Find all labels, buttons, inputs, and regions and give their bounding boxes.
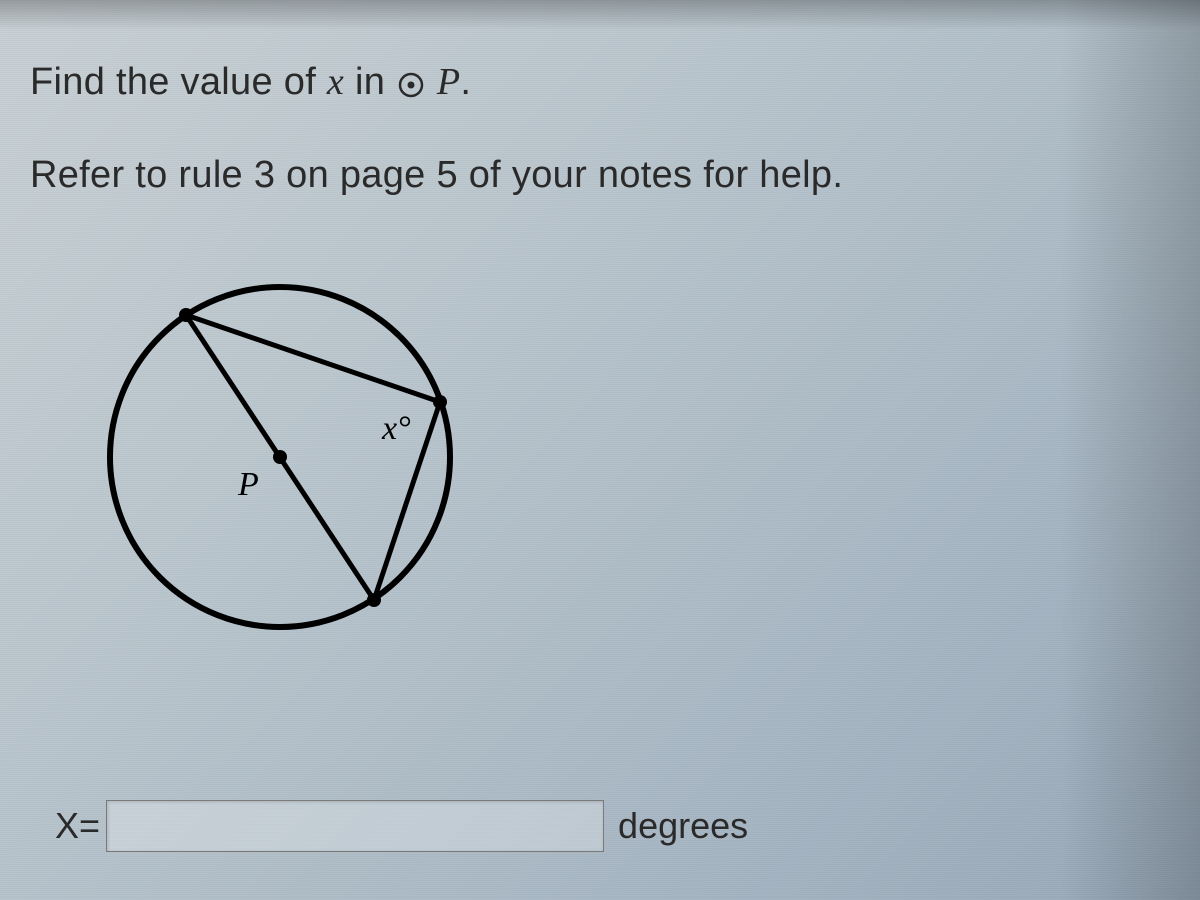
angle-label: x° bbox=[381, 410, 411, 447]
line1-prefix: Find the value of bbox=[30, 61, 327, 103]
circle-diagram: P x° bbox=[70, 247, 510, 687]
question-line-1: Find the value of x in P. bbox=[30, 60, 1170, 106]
answer-input[interactable] bbox=[106, 800, 604, 852]
vertex-a-dot bbox=[179, 308, 193, 322]
chord-ab bbox=[186, 315, 440, 402]
vertex-c-dot bbox=[367, 593, 381, 607]
line1-suffix: . bbox=[460, 61, 471, 103]
answer-unit: degrees bbox=[618, 805, 748, 847]
vertex-b-dot bbox=[433, 395, 447, 409]
answer-prefix: X= bbox=[55, 805, 100, 847]
answer-row: X= degrees bbox=[55, 800, 748, 852]
diagram-container: P x° bbox=[70, 247, 1170, 692]
line1-mid: in bbox=[344, 61, 396, 103]
variable-x: x bbox=[327, 61, 344, 103]
question-content: Find the value of x in P. Refer to rule … bbox=[0, 0, 1200, 692]
question-line-2: Refer to rule 3 on page 5 of your notes … bbox=[30, 154, 1170, 197]
center-label: P bbox=[237, 466, 259, 503]
circle-p-symbol bbox=[396, 63, 426, 106]
center-dot bbox=[273, 450, 287, 464]
circle-label-p: P bbox=[437, 61, 461, 103]
